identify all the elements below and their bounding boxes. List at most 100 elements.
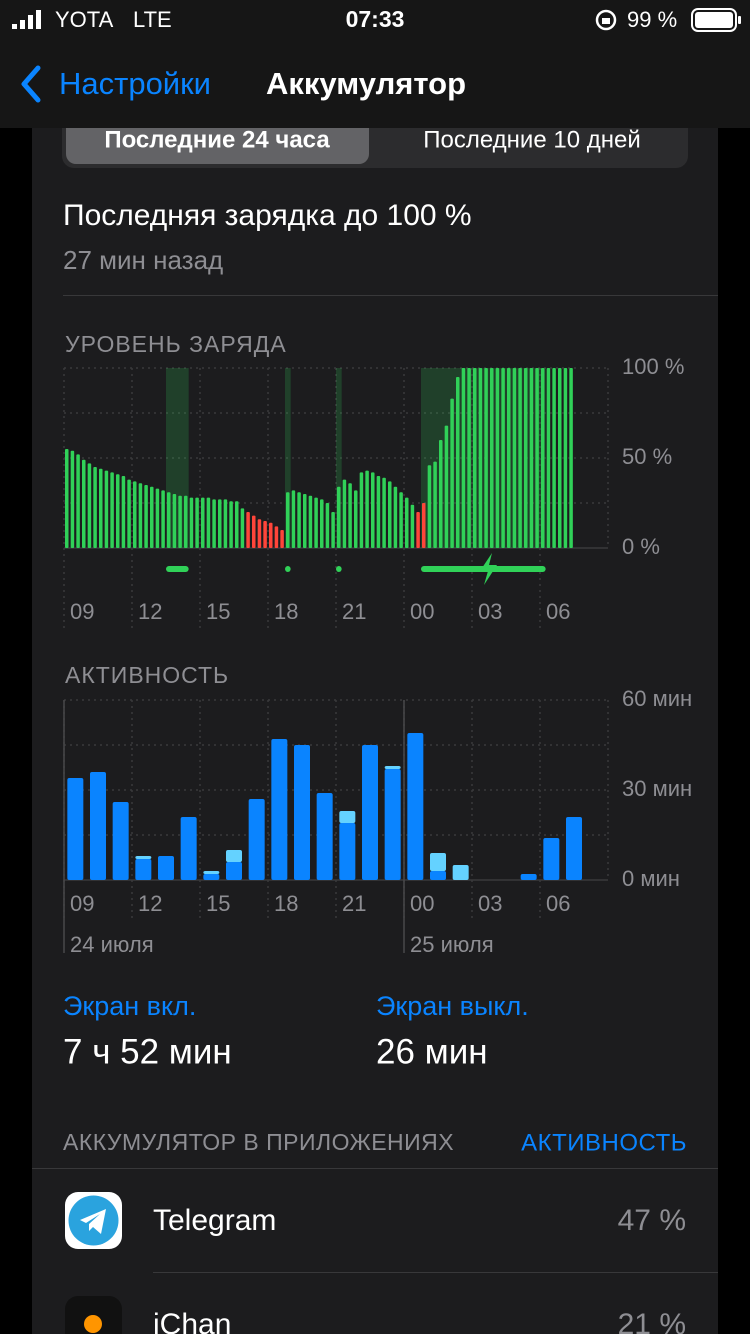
battery-bar (195, 497, 199, 548)
battery-bar (376, 476, 381, 548)
app-name: iChan (153, 1308, 231, 1334)
battery-bar (382, 477, 386, 548)
last-charge-subtitle: 27 мин назад (63, 245, 223, 275)
battery-bar (263, 521, 267, 548)
chart-title: УРОВЕНЬ ЗАРЯДА (65, 331, 287, 357)
battery-bar (365, 470, 369, 548)
y-tick-label: 50 % (622, 444, 672, 469)
rotation-lock (602, 18, 610, 24)
battery-bar (546, 368, 551, 548)
battery-bar (405, 497, 409, 548)
battery-bar (274, 526, 279, 548)
separator (32, 1168, 718, 1169)
battery-bar (116, 474, 120, 548)
x-tick-label: 09 (70, 891, 94, 916)
battery-bar (172, 494, 177, 548)
activity-bar (180, 817, 197, 880)
battery-bar (257, 519, 262, 548)
battery-bar (297, 492, 301, 548)
x-tick-label: 00 (410, 891, 434, 916)
activity-bar (135, 859, 152, 880)
battery-bar (269, 522, 273, 548)
battery-bar (433, 461, 437, 548)
segment[interactable]: Последние 24 часа (104, 126, 330, 153)
charging-indicator (285, 566, 291, 572)
battery-bar (206, 497, 211, 548)
battery-bar (110, 472, 114, 548)
activity-bar (158, 856, 174, 880)
battery-bar (246, 512, 250, 548)
battery-bar (535, 368, 539, 548)
x-tick-label: 09 (70, 599, 94, 624)
y-tick-label: 100 % (622, 354, 684, 379)
battery-bar (252, 515, 256, 548)
battery-icon (691, 8, 737, 32)
battery-bar (354, 490, 358, 548)
section-header: АККУМУЛЯТОР В ПРИЛОЖЕНИЯХ (63, 1129, 454, 1155)
battery-bar (201, 497, 205, 548)
activity-bar (543, 838, 560, 880)
nav-bar: Настройки Аккумулятор (21, 65, 466, 103)
x-tick-label: 18 (274, 891, 298, 916)
screen-on-value: 7 ч 52 мин (63, 1032, 232, 1071)
battery-bar (155, 488, 160, 548)
back-chevron[interactable] (21, 65, 41, 103)
chart-title: АКТИВНОСТЬ (65, 662, 229, 688)
activity-bar (90, 772, 106, 880)
battery-bar (320, 499, 324, 548)
back-button[interactable]: Настройки (59, 66, 211, 101)
y-tick-label: 60 мин (622, 686, 692, 711)
battery-bar (558, 368, 562, 548)
signal-bar (36, 10, 41, 29)
battery-bar (291, 490, 296, 548)
section-link[interactable]: АКТИВНОСТЬ (521, 1129, 687, 1156)
battery-bar (184, 495, 188, 548)
activity-bar (430, 871, 446, 880)
app-name: Telegram (153, 1204, 276, 1237)
signal-bar (28, 15, 33, 29)
activity-bar (67, 778, 84, 880)
activity-bar (316, 793, 333, 880)
app-row[interactable]: iChan 21 % (65, 1296, 686, 1334)
date-label: 24 июля (70, 932, 154, 957)
battery-bar (65, 449, 69, 548)
battery-bar (121, 476, 126, 548)
battery-bar (167, 492, 171, 548)
battery-bar (450, 398, 454, 548)
x-tick-label: 06 (546, 599, 570, 624)
x-tick-label: 21 (342, 599, 366, 624)
activity-chart: 0 мин 30 мин 60 мин 09 12 15 18 21 00 03 06 24 июля… (63, 686, 692, 957)
x-tick-label: 06 (546, 891, 570, 916)
battery-bar (399, 492, 403, 548)
battery-bar (552, 368, 556, 548)
battery-bar (507, 368, 511, 548)
battery-bar (444, 425, 449, 548)
battery-bar (422, 503, 426, 548)
activity-bar (362, 745, 378, 880)
battery-bar (70, 450, 75, 548)
app-row[interactable]: Telegram 47 % (65, 1192, 686, 1249)
screen-off-label: Экран выкл. (376, 991, 529, 1021)
battery-bar (229, 501, 233, 548)
last-charge-title: Последняя зарядка до 100 % (63, 199, 472, 232)
battery-bar (93, 467, 97, 548)
battery-bar (325, 503, 330, 548)
battery-bar (467, 368, 471, 548)
battery-bar (569, 368, 573, 548)
activity-bar (203, 874, 220, 880)
y-tick-label: 30 мин (622, 776, 692, 801)
x-tick-label: 12 (138, 599, 162, 624)
separator (153, 1272, 718, 1273)
battery-bar (337, 486, 341, 548)
battery-bar (388, 481, 392, 548)
activity-bar (384, 769, 401, 880)
battery-bar (427, 465, 432, 548)
battery-bar (240, 508, 245, 548)
activity-bar (203, 871, 220, 874)
segment[interactable]: Последние 10 дней (423, 126, 640, 153)
activity-bar (248, 799, 265, 880)
battery-bar (439, 440, 443, 548)
nav-title: Аккумулятор (266, 66, 466, 101)
x-tick-label: 21 (342, 891, 366, 916)
